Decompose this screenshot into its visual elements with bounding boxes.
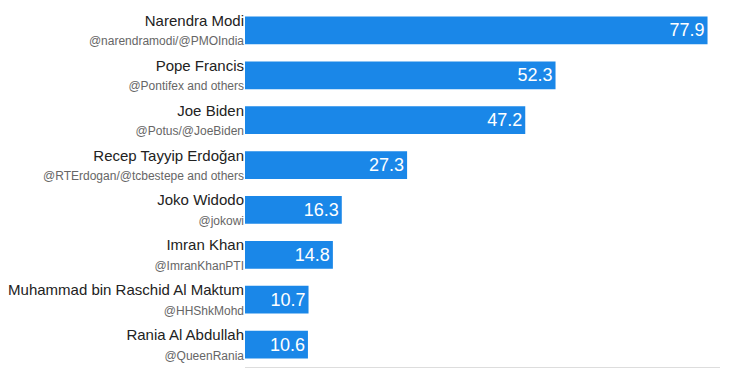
- svg-text:Pope Francis@Pontifex and othe: Pope Francis@Pontifex and others: [128, 57, 244, 94]
- svg-text:16.3: 16.3: [304, 200, 339, 220]
- svg-text:Muhammad bin Raschid Al Maktum: Muhammad bin Raschid Al Maktum@HHShkMohd: [8, 281, 244, 318]
- svg-text:14.8: 14.8: [295, 245, 330, 265]
- svg-text:Recep Tayyip Erdoğan@RTErdogan: Recep Tayyip Erdoğan@RTErdogan/@tcbestep…: [43, 147, 244, 184]
- svg-text:Joe Biden@Potus/@JoeBiden: Joe Biden@Potus/@JoeBiden: [136, 102, 244, 139]
- svg-text:27.3: 27.3: [369, 155, 404, 175]
- svg-text:Joko Widodo@jokowi: Joko Widodo@jokowi: [157, 191, 244, 228]
- svg-text:77.9: 77.9: [669, 20, 704, 40]
- svg-text:47.2: 47.2: [487, 110, 522, 130]
- svg-text:Narendra Modi@narendramodi/@PM: Narendra Modi@narendramodi/@PMOIndia: [89, 12, 244, 49]
- svg-text:10.7: 10.7: [270, 290, 305, 310]
- svg-text:10.6: 10.6: [270, 335, 305, 355]
- svg-text:52.3: 52.3: [517, 65, 552, 85]
- svg-text:Imran Khan@ImranKhanPTI: Imran Khan@ImranKhanPTI: [154, 236, 244, 273]
- svg-text:Rania Al Abdullah@QueenRania: Rania Al Abdullah@QueenRania: [126, 326, 244, 363]
